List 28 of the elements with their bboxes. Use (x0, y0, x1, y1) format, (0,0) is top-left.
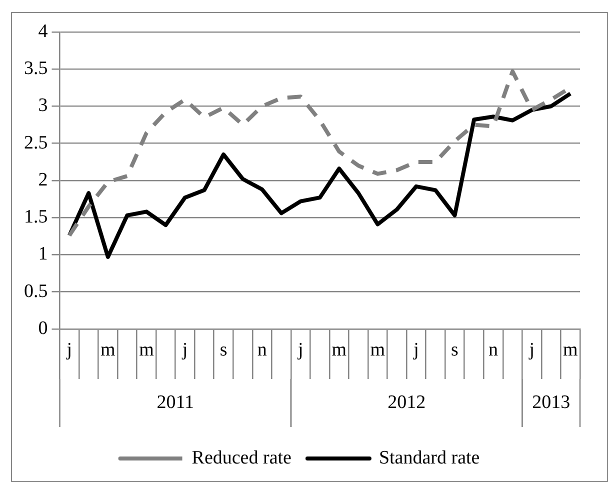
x-tick-label: s (451, 339, 458, 360)
x-tick-label: n (488, 339, 499, 360)
x-tick-label: s (220, 339, 228, 360)
x-tick-label: j (296, 339, 304, 360)
y-tick-label: 1 (38, 244, 48, 265)
text: 2012 (388, 392, 426, 413)
x-tick-label: n (257, 339, 268, 360)
text: 2011 (156, 392, 194, 413)
y-tick-label: 4 (38, 20, 48, 42)
x-tick-label: j (528, 339, 534, 360)
y-tick-label: 0.5 (24, 280, 48, 302)
x-tick-label: m (370, 339, 386, 360)
text: 2013 (532, 392, 570, 413)
y-tick-label: 2.5 (24, 132, 48, 154)
x-tick-label: m (562, 339, 578, 360)
x-tick-label: m (332, 339, 347, 360)
x-tick-label: j (66, 339, 72, 360)
legend-label: Reduced rate (192, 447, 292, 468)
y-tick-label: 3.5 (24, 58, 48, 80)
x-tick-label: m (139, 339, 154, 360)
x-tick-label: m (100, 339, 116, 360)
x-tick-label: j (412, 339, 419, 360)
y-tick-label: 0 (38, 318, 48, 339)
legend-label: Standard rate (378, 447, 480, 468)
y-tick-label: 1.5 (24, 206, 48, 228)
y-tick-label: 3 (38, 95, 48, 116)
y-tick-label: 2 (38, 169, 48, 190)
x-tick-label: j (181, 339, 188, 360)
